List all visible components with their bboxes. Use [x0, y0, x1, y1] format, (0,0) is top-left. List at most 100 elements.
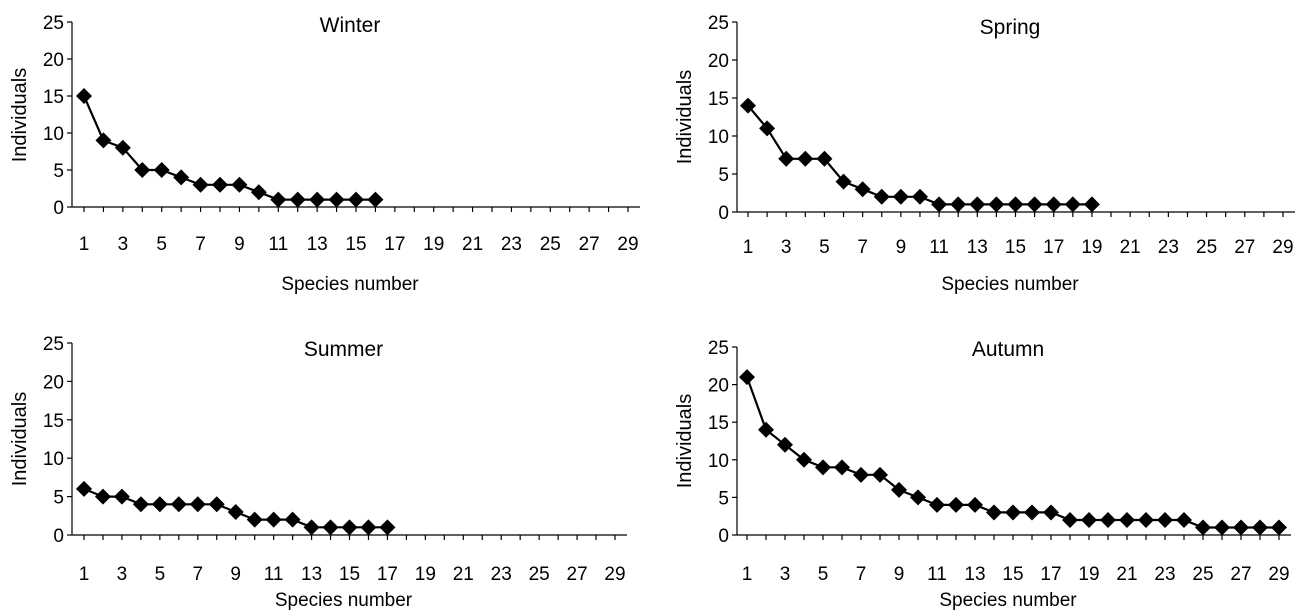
chart-title: Autumn	[972, 338, 1044, 361]
data-point	[1271, 519, 1287, 536]
x-tick-label: 27	[579, 234, 600, 255]
data-point	[132, 496, 149, 513]
data-point	[246, 511, 263, 528]
x-tick-label: 1	[743, 237, 754, 258]
data-point	[758, 421, 774, 438]
x-tick-label: 5	[819, 237, 830, 258]
data-point	[95, 132, 112, 149]
y-tick-label: 20	[43, 372, 64, 393]
x-tick-label: 27	[1230, 564, 1251, 585]
x-tick-label: 5	[155, 564, 166, 585]
x-tick-label: 21	[1116, 564, 1137, 585]
x-tick-label: 7	[192, 564, 203, 585]
y-tick-label: 25	[708, 13, 729, 34]
x-tick-label: 11	[929, 237, 949, 258]
y-tick-label: 0	[53, 198, 64, 219]
data-point	[931, 196, 948, 213]
y-tick-label: 20	[708, 376, 729, 397]
data-point	[1214, 519, 1230, 536]
x-tick-label: 17	[384, 234, 405, 255]
data-point	[379, 519, 396, 536]
data-point	[854, 181, 871, 198]
y-tick-label: 25	[708, 338, 729, 359]
data-point	[777, 436, 793, 453]
y-tick-label: 15	[43, 87, 64, 108]
x-tick-label: 15	[1005, 237, 1026, 258]
y-tick-label: 0	[53, 526, 64, 547]
data-point	[929, 496, 945, 513]
data-point	[1062, 511, 1078, 528]
x-tick-label: 9	[896, 237, 907, 258]
x-tick-label: 25	[1192, 564, 1213, 585]
data-point	[816, 150, 833, 167]
data-point	[1157, 511, 1173, 528]
data-point	[114, 139, 131, 156]
data-point	[796, 451, 812, 468]
y-tick-label: 10	[708, 451, 729, 472]
data-point	[1176, 511, 1192, 528]
x-tick-label: 9	[230, 564, 241, 585]
x-tick-label: 17	[377, 564, 398, 585]
data-point	[1138, 511, 1154, 528]
data-point	[227, 503, 244, 520]
chart-title: Spring	[980, 16, 1041, 39]
data-point	[872, 466, 888, 483]
data-point	[265, 511, 282, 528]
data-point	[873, 188, 890, 205]
x-tick-label: 1	[79, 234, 90, 255]
data-point	[76, 88, 92, 104]
x-tick-label: 11	[268, 234, 288, 255]
data-point	[212, 176, 228, 193]
data-point	[113, 488, 130, 505]
data-point	[891, 481, 907, 498]
data-point	[910, 489, 926, 506]
y-tick-label: 25	[43, 13, 64, 34]
x-tick-label: 3	[117, 564, 128, 585]
data-point	[1100, 511, 1116, 528]
y-tick-label: 10	[43, 449, 64, 470]
y-tick-label: 20	[708, 51, 729, 72]
data-point	[270, 191, 287, 208]
x-tick-label: 23	[491, 564, 512, 585]
data-point	[189, 496, 206, 513]
x-tick-label: 13	[301, 564, 322, 585]
x-tick-label: 9	[894, 564, 905, 585]
y-axis-label: Individuals	[674, 70, 696, 165]
x-tick-label: 15	[339, 564, 360, 585]
data-point	[986, 504, 1002, 521]
y-tick-label: 10	[43, 124, 64, 145]
data-point	[835, 173, 852, 190]
data-point	[303, 519, 320, 536]
data-point	[759, 120, 776, 137]
data-point	[170, 496, 187, 513]
data-point	[1024, 504, 1040, 521]
data-point	[309, 191, 326, 208]
data-point	[815, 459, 831, 476]
y-tick-label: 5	[718, 488, 729, 509]
x-tick-label: 5	[818, 564, 829, 585]
x-tick-label: 21	[462, 234, 483, 255]
x-tick-label: 7	[856, 564, 867, 585]
data-point	[739, 369, 755, 386]
x-tick-label: 23	[501, 234, 522, 255]
x-tick-label: 25	[529, 564, 550, 585]
x-tick-label: 19	[1081, 237, 1102, 258]
x-tick-label: 7	[195, 234, 206, 255]
data-point	[1252, 519, 1268, 536]
data-point	[328, 191, 345, 208]
x-tick-label: 17	[1043, 237, 1064, 258]
x-tick-label: 25	[540, 234, 561, 255]
data-point	[284, 511, 301, 528]
x-tick-label: 19	[415, 564, 436, 585]
y-tick-label: 0	[718, 526, 729, 547]
y-tick-label: 15	[708, 413, 729, 434]
x-axis-label: Species number	[941, 274, 1079, 295]
data-point	[1195, 519, 1211, 536]
x-tick-label: 29	[1272, 237, 1293, 258]
data-point	[950, 196, 967, 213]
